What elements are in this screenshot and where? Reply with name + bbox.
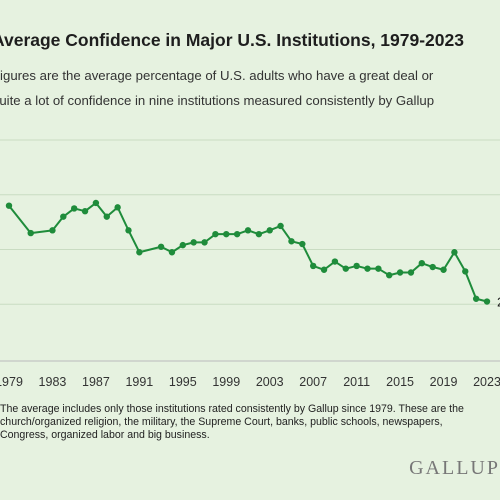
- data-point: [266, 227, 273, 234]
- x-tick-label: 1999: [212, 375, 240, 389]
- line-chart: 1979 1983 1987 1991 1995 1999 2003 2007 2011 2015…: [0, 139, 500, 389]
- data-point: [255, 230, 263, 238]
- data-point: [299, 240, 306, 248]
- data-point: [353, 262, 360, 270]
- data-point: [233, 230, 241, 238]
- subtitle-line-1: Figures are the average percentage of U.…: [0, 68, 434, 83]
- data-point: [136, 249, 143, 256]
- x-axis-tick-labels: 1979 1983 1987 1991 1995 1999 2003 2007 2011 2015…: [0, 375, 500, 389]
- end-value-label: 27: [497, 295, 500, 310]
- data-point: [244, 227, 252, 234]
- chart-gridlines: [0, 139, 500, 362]
- data-point: [396, 269, 404, 276]
- x-tick-label: 2015: [386, 375, 414, 389]
- x-tick-label: 1995: [169, 375, 197, 389]
- data-point: [375, 265, 382, 272]
- data-point: [60, 213, 67, 220]
- footnote: The average includes only those institut…: [0, 403, 464, 442]
- data-point: [483, 298, 491, 305]
- data-point: [81, 207, 89, 215]
- data-point: [386, 272, 393, 279]
- chart-title: Average Confidence in Major U.S. Institu…: [0, 30, 464, 50]
- subtitle-line-2: quite a lot of confidence in nine instit…: [0, 93, 435, 108]
- series-line: [8, 201, 488, 303]
- x-tick-label: 1979: [0, 375, 23, 389]
- data-point: [418, 259, 426, 267]
- footnote-line-2: church/organized religion, the military,…: [0, 416, 443, 428]
- chart-subtitle: Figures are the average percentage of U.…: [0, 63, 434, 113]
- data-point: [472, 295, 480, 302]
- data-point: [125, 227, 132, 234]
- data-point: [277, 222, 284, 230]
- x-tick-label: 2011: [343, 375, 370, 389]
- data-point: [451, 249, 458, 256]
- data-point: [407, 269, 415, 276]
- data-point: [70, 205, 78, 212]
- gallup-logo: GALLUP: [409, 457, 500, 479]
- footnote-line-1: The average includes only those institut…: [0, 403, 464, 415]
- x-tick-label: 1983: [39, 375, 67, 389]
- data-point: [92, 199, 100, 207]
- x-tick-label: 1991: [125, 375, 153, 389]
- data-point: [440, 266, 447, 273]
- data-point: [364, 265, 371, 272]
- data-point: [5, 202, 13, 209]
- series-points: [5, 199, 491, 305]
- data-point: [49, 227, 56, 234]
- data-point: [114, 204, 121, 211]
- data-point: [179, 241, 187, 249]
- data-point: [429, 263, 436, 271]
- data-point: [190, 239, 197, 246]
- data-point: [462, 268, 469, 275]
- data-point: [331, 258, 339, 265]
- x-tick-label: 2003: [256, 375, 284, 389]
- data-point: [27, 229, 34, 237]
- data-point: [223, 230, 230, 238]
- data-point: [201, 239, 208, 246]
- data-point: [309, 262, 317, 270]
- x-tick-label: 1987: [82, 375, 110, 389]
- data-point: [320, 266, 328, 273]
- data-point: [168, 249, 176, 256]
- data-point: [103, 213, 110, 220]
- x-tick-label: 2019: [430, 375, 458, 389]
- footnote-line-3: Congress, organized labor and big busine…: [0, 429, 210, 441]
- data-point: [288, 238, 295, 245]
- x-tick-label: 2007: [299, 375, 327, 389]
- data-point: [212, 230, 219, 238]
- data-point: [342, 265, 349, 272]
- x-tick-label: 2023: [473, 375, 500, 389]
- data-point: [157, 243, 165, 250]
